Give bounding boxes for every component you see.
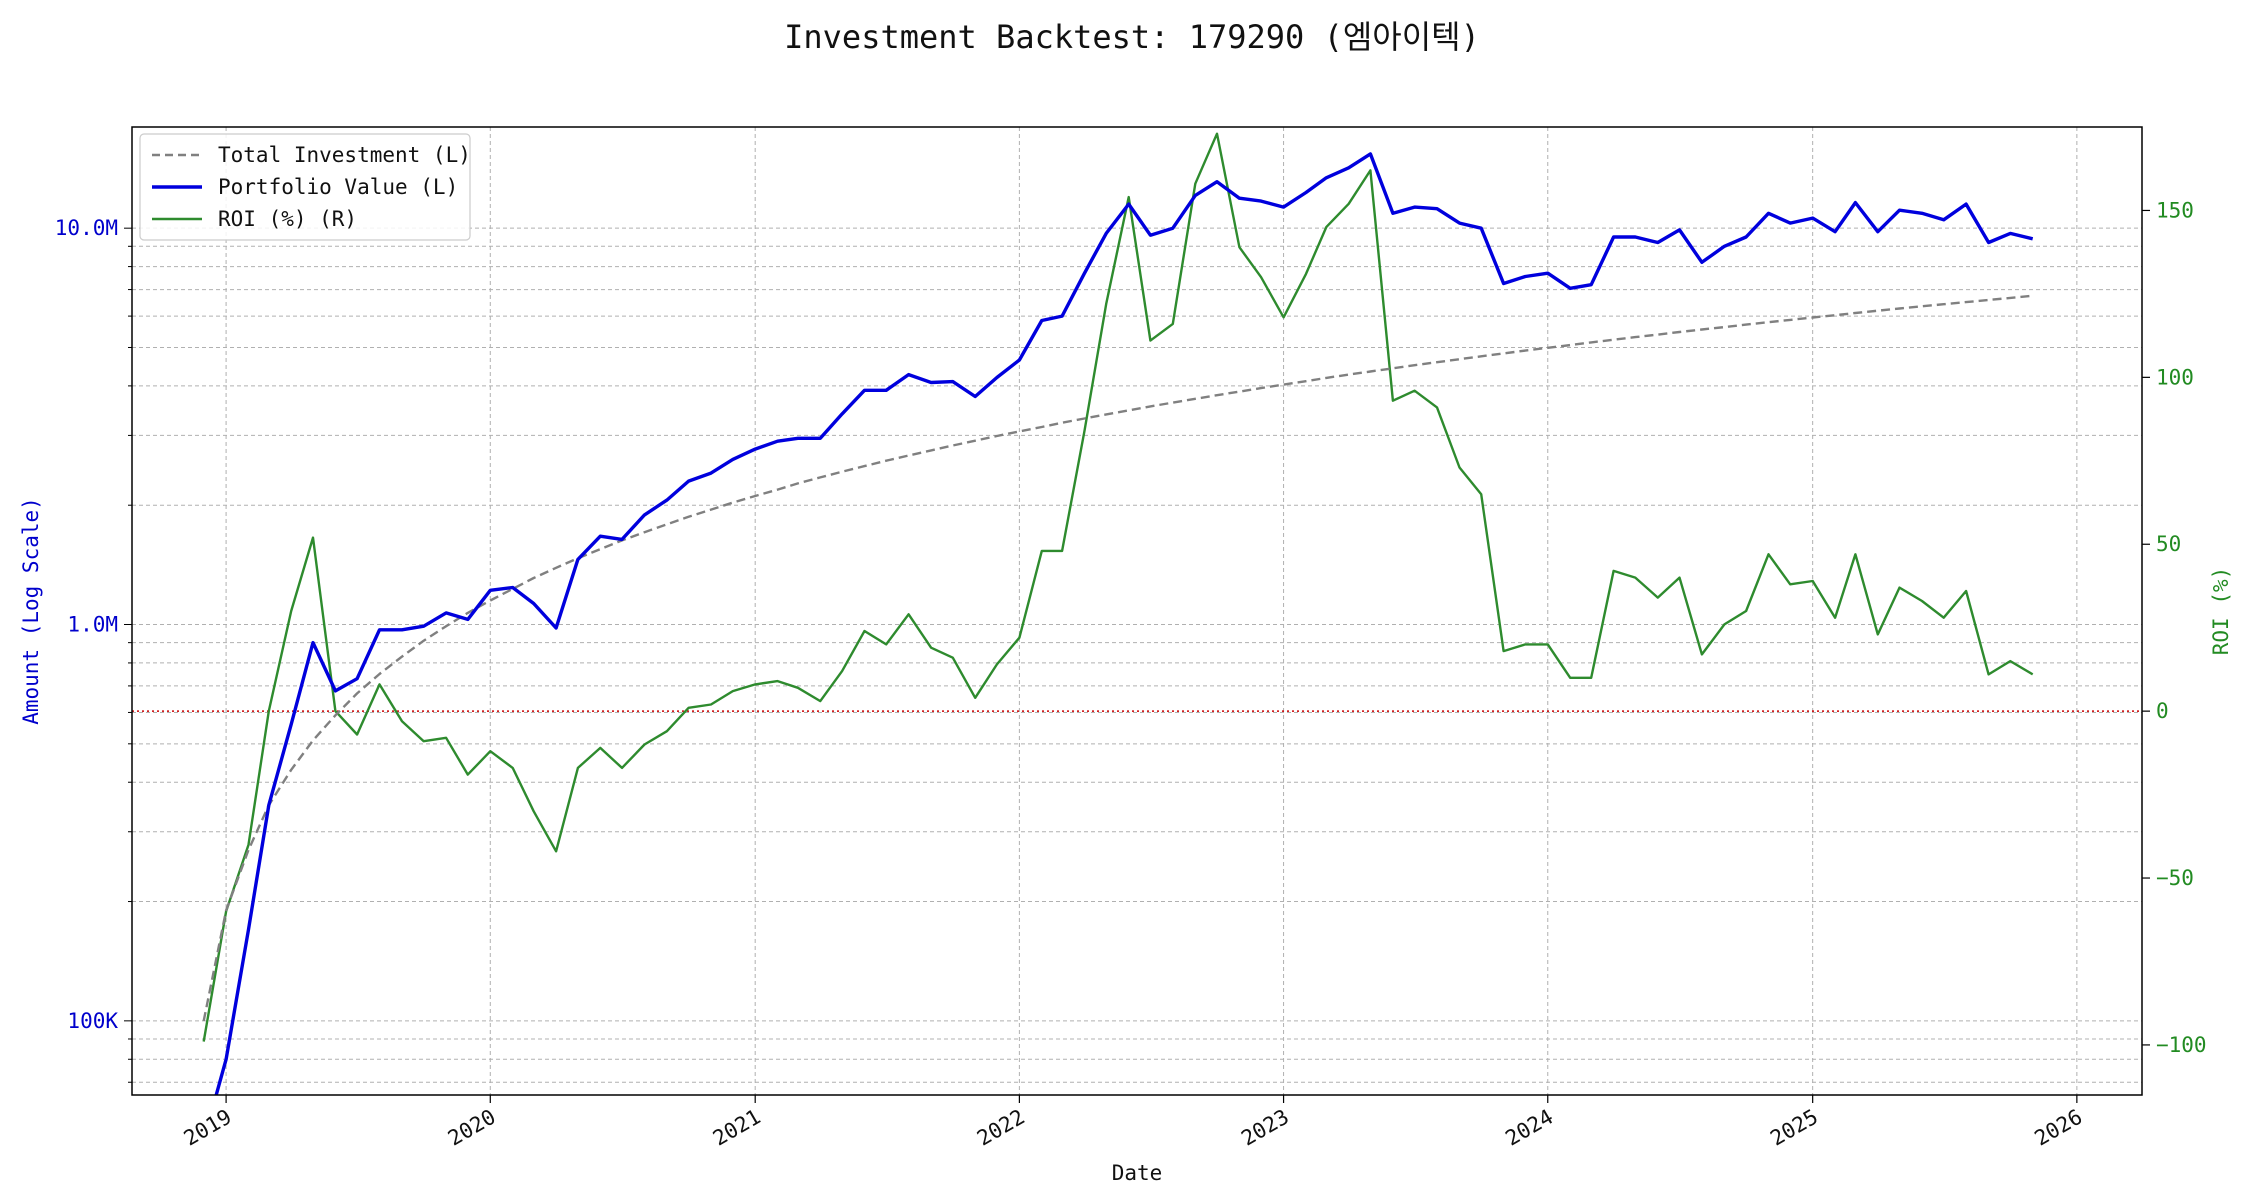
grid bbox=[132, 127, 2142, 1095]
x-axis-label: Date bbox=[1112, 1161, 1163, 1185]
legend-label-1: Portfolio Value (L) bbox=[218, 175, 458, 199]
legend: Total Investment (L) Portfolio Value (L) R… bbox=[139, 133, 471, 241]
right-tick-label: 0 bbox=[2156, 699, 2169, 723]
left-axis-label: Amount (Log Scale) bbox=[19, 497, 43, 725]
plot-frame bbox=[131, 126, 2143, 1096]
right-tick-label: 50 bbox=[2156, 532, 2181, 556]
legend-label-0: Total Investment (L) bbox=[218, 143, 471, 167]
right-tick-label: 150 bbox=[2156, 198, 2194, 222]
x-tick-label: 2025 bbox=[1766, 1105, 1822, 1151]
series-line-2 bbox=[202, 132, 2034, 1042]
x-tick-label: 2020 bbox=[444, 1105, 500, 1151]
left-tick-label: 1.0M bbox=[67, 613, 118, 637]
x-tick-label: 2022 bbox=[973, 1105, 1029, 1151]
series-line-0 bbox=[202, 294, 2033, 1022]
x-tick-label: 2019 bbox=[180, 1105, 236, 1151]
right-tick-label: 100 bbox=[2156, 365, 2194, 389]
x-tick-label: 2021 bbox=[709, 1105, 765, 1151]
right-axis-label: ROI (%) bbox=[2209, 567, 2233, 656]
series-layer bbox=[202, 132, 2034, 1095]
chart-title: Investment Backtest: 179290 (엠아이텍) bbox=[784, 18, 1480, 56]
series-line-1 bbox=[214, 152, 2034, 1095]
x-tick-label: 2023 bbox=[1237, 1105, 1293, 1151]
legend-box bbox=[139, 133, 471, 241]
left-tick-label: 10.0M bbox=[55, 216, 118, 240]
x-tick-label: 2024 bbox=[1501, 1105, 1557, 1151]
right-tick-label: −50 bbox=[2156, 866, 2194, 890]
left-tick-label: 100K bbox=[67, 1009, 118, 1033]
right-tick-label: −100 bbox=[2156, 1033, 2207, 1057]
legend-label-2: ROI (%) (R) bbox=[218, 207, 357, 231]
x-tick-label: 2026 bbox=[2030, 1105, 2086, 1151]
